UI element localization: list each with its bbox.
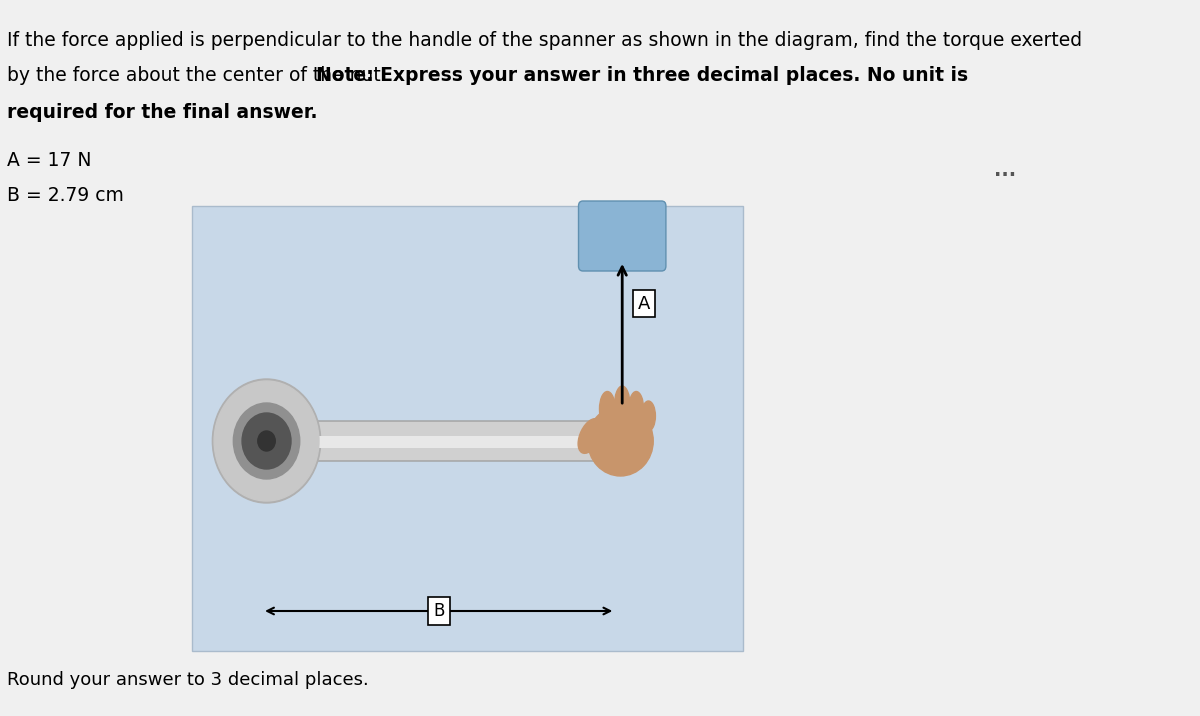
Text: Round your answer to 3 decimal places.: Round your answer to 3 decimal places.	[7, 671, 368, 689]
Circle shape	[258, 431, 275, 451]
Circle shape	[212, 379, 320, 503]
Ellipse shape	[642, 401, 655, 431]
Ellipse shape	[614, 386, 630, 426]
Text: ...: ...	[994, 161, 1016, 180]
Text: If the force applied is perpendicular to the handle of the spanner as shown in t: If the force applied is perpendicular to…	[7, 31, 1082, 50]
Text: A: A	[638, 294, 650, 312]
Text: A = 17 N: A = 17 N	[7, 151, 91, 170]
FancyBboxPatch shape	[192, 206, 743, 651]
Ellipse shape	[600, 392, 616, 427]
Ellipse shape	[629, 392, 643, 427]
Circle shape	[214, 381, 319, 501]
Text: B = 2.79 cm: B = 2.79 cm	[7, 186, 124, 205]
FancyBboxPatch shape	[578, 201, 666, 271]
Ellipse shape	[578, 419, 601, 453]
Ellipse shape	[588, 406, 653, 476]
FancyBboxPatch shape	[274, 436, 613, 448]
Text: required for the final answer.: required for the final answer.	[7, 103, 318, 122]
FancyBboxPatch shape	[262, 421, 620, 461]
Text: B: B	[433, 602, 445, 620]
Circle shape	[242, 413, 292, 469]
Circle shape	[233, 403, 300, 479]
Text: by the force about the center of the nut.: by the force about the center of the nut…	[7, 66, 392, 85]
Text: Note: Express your answer in three decimal places. No unit is: Note: Express your answer in three decim…	[317, 66, 968, 85]
